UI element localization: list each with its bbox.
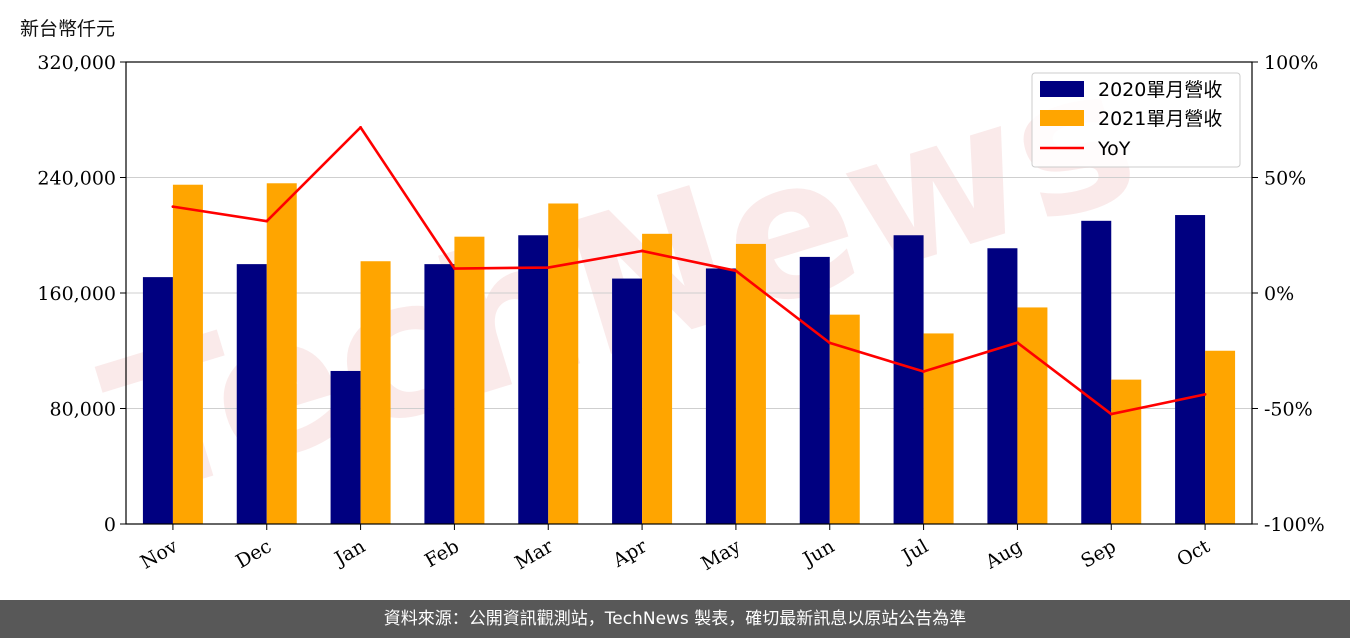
bar-2020-feb <box>424 264 455 524</box>
yoy-point-apr <box>640 249 644 253</box>
legend-swatch-0 <box>1040 81 1084 97</box>
bar-2021-nov <box>172 184 203 524</box>
y2-tick-label: 50% <box>1264 168 1306 190</box>
x-tick-label-mar: Mar <box>511 535 557 574</box>
y-tick-label: 320,000 <box>37 52 116 74</box>
yoy-point-mar <box>546 266 550 269</box>
bar-2021-apr <box>642 233 673 524</box>
yoy-point-aug <box>1016 341 1019 345</box>
bar-2020-oct <box>1175 215 1206 524</box>
source-footer: 資料來源：公開資訊觀測站，TechNews 製表，確切最新訊息以原站公告為準 <box>0 600 1350 638</box>
bar-2021-sep <box>1111 379 1142 524</box>
yoy-point-jul <box>922 370 925 373</box>
bar-2020-nov <box>142 277 173 524</box>
y2-tick-label: 100% <box>1264 52 1318 74</box>
x-tick-label-jan: Jan <box>329 535 369 571</box>
x-tick-label-may: May <box>697 535 744 575</box>
x-tick-label-dec: Dec <box>232 535 275 573</box>
y-axis-unit-label: 新台幣仟元 <box>20 18 116 40</box>
legend: 2020單月營收 2021單月營收 YoY <box>1031 72 1241 168</box>
yoy-point-oct <box>1203 393 1207 396</box>
bar-2021-jul <box>923 333 954 524</box>
bar-2020-jun <box>799 256 830 524</box>
bar-2021-aug <box>1017 307 1048 524</box>
bar-2021-mar <box>548 203 579 525</box>
y2-tick-label: -100% <box>1264 514 1325 536</box>
y-tick-label: 80,000 <box>50 399 116 421</box>
y-tick-label: 240,000 <box>37 168 116 190</box>
yoy-point-dec <box>265 219 269 223</box>
bar-2020-aug <box>987 248 1018 524</box>
yoy-line <box>172 126 1206 416</box>
legend-label-2: YoY <box>1097 138 1131 160</box>
yoy-point-nov <box>171 205 175 209</box>
yoy-point-jun <box>828 341 832 345</box>
x-tick-label-jul: Jul <box>897 535 932 568</box>
x-tick-label-sep: Sep <box>1077 535 1120 572</box>
bar-2021-dec <box>266 183 297 524</box>
y-tick-label: 0 <box>104 514 116 536</box>
bar-2020-jan <box>330 370 361 524</box>
legend-swatch-1 <box>1040 110 1084 126</box>
yoy-point-jan <box>359 125 362 129</box>
bar-2020-may <box>705 268 736 524</box>
bar-2021-jun <box>829 314 860 524</box>
x-tick-label-apr: Apr <box>608 535 651 572</box>
bar-2020-apr <box>612 278 643 524</box>
yoy-point-feb <box>453 267 456 270</box>
x-tick-label-nov: Nov <box>137 535 182 574</box>
y2-tick-label: -50% <box>1264 399 1313 421</box>
yoy-point-may <box>734 269 738 273</box>
y-tick-label: 160,000 <box>37 283 116 305</box>
x-tick-label-jun: Jun <box>798 535 839 571</box>
x-tick-label-oct: Oct <box>1173 535 1214 571</box>
legend-label-1: 2021單月營收 <box>1098 108 1222 130</box>
bar-2020-jul <box>893 235 924 524</box>
bar-2021-feb <box>454 236 485 524</box>
bar-2020-sep <box>1081 220 1112 524</box>
bar-2021-jan <box>360 261 391 524</box>
revenue-yoy-chart: TechNews080,000160,000240,000320,000-100… <box>37 22 1325 575</box>
x-tick-label-feb: Feb <box>421 535 463 572</box>
bar-2020-mar <box>518 235 549 524</box>
x-tick-label-aug: Aug <box>981 535 1026 574</box>
bar-2020-dec <box>236 264 267 524</box>
yoy-point-sep <box>1109 412 1113 416</box>
legend-label-0: 2020單月營收 <box>1098 79 1222 101</box>
y2-tick-label: 0% <box>1264 283 1294 305</box>
bar-2021-oct <box>1205 350 1236 524</box>
bar-2021-may <box>735 243 766 524</box>
